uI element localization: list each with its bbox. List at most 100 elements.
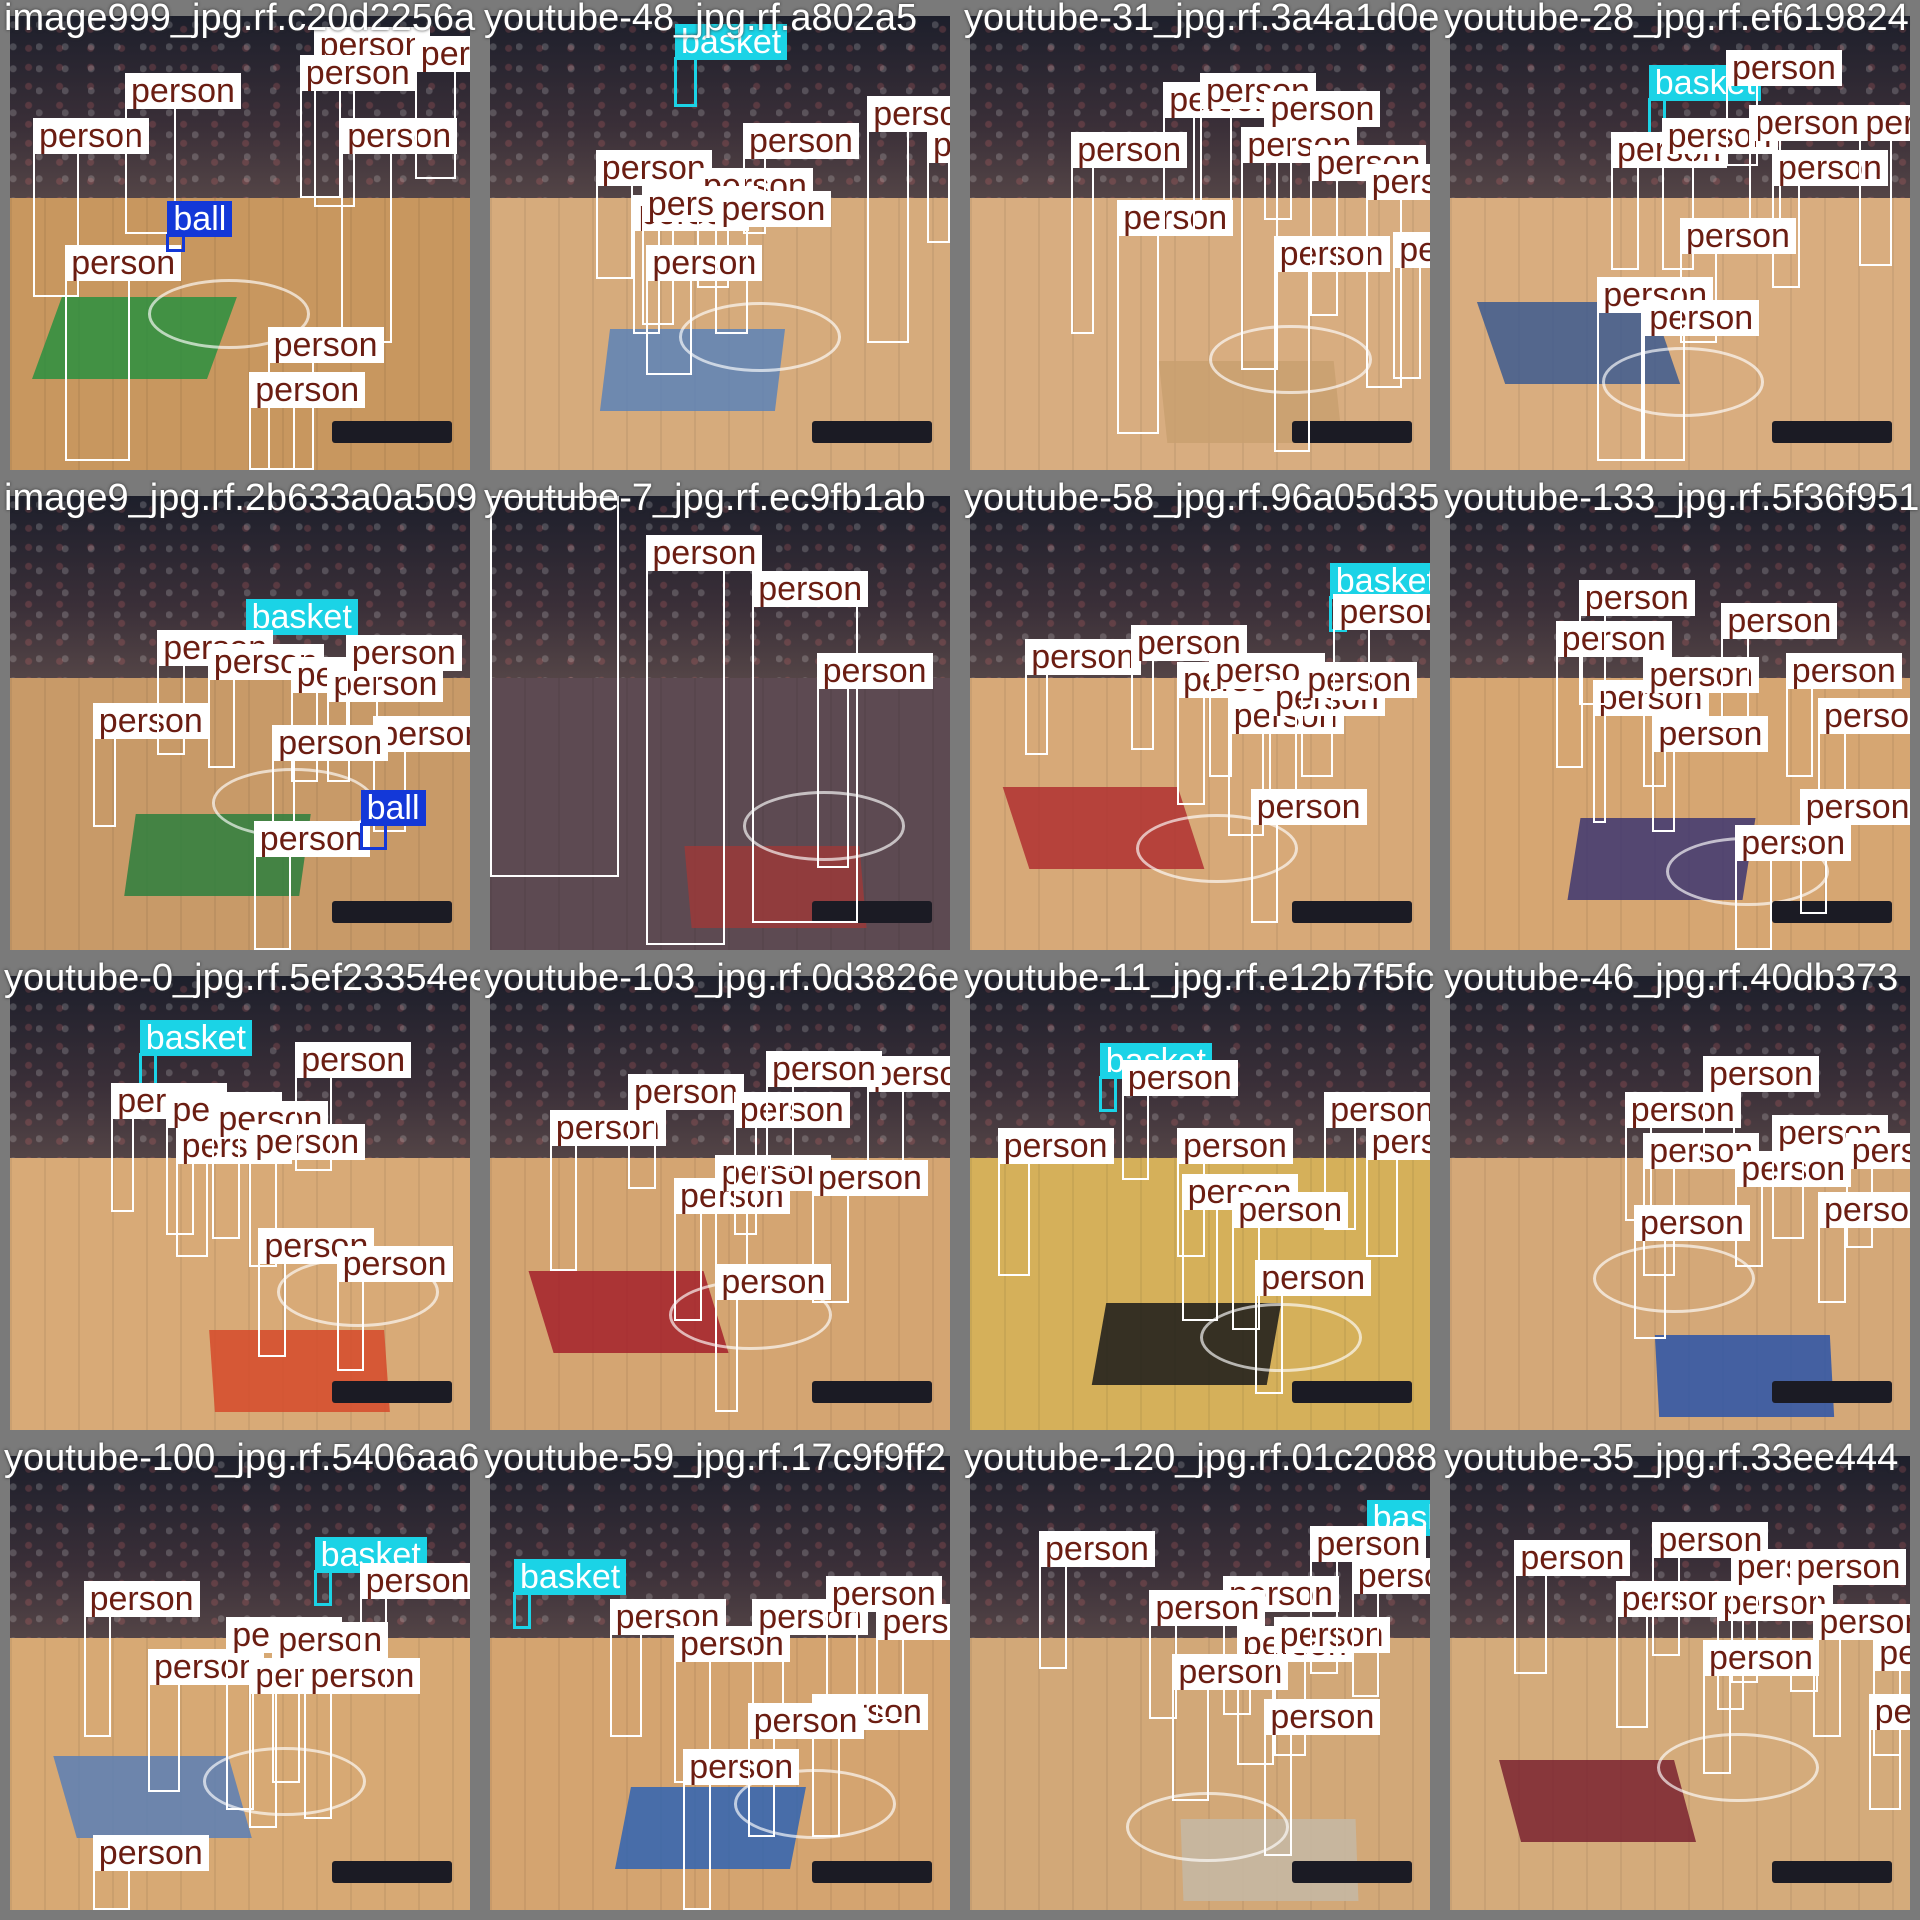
person-bounding-box: person (1250, 788, 1367, 923)
mosaic-tile: personpersonpersonpersonpersonpersonpers… (1440, 960, 1920, 1440)
person-bounding-box: person (876, 1603, 950, 1720)
mosaic-tile: basketpersonpersonpersonpersonpersonpers… (960, 960, 1440, 1440)
person-label: person (65, 245, 182, 282)
person-bounding-box: person (1615, 1580, 1732, 1729)
person-label: person (1241, 127, 1358, 164)
scoreboard-overlay (1292, 1860, 1412, 1883)
person-bounding-box: person (1592, 679, 1709, 823)
mosaic-tile: personpersonpersonpersonpersonpersonpers… (960, 0, 1440, 480)
person-bounding-box: person (1634, 1205, 1750, 1340)
person-bounding-box: person (304, 1658, 421, 1820)
person-bounding-box: person (1273, 1617, 1390, 1756)
person-bounding-box: person (258, 1228, 375, 1358)
person-label: person (1813, 1603, 1910, 1640)
image-filename: youtube-46_jpg.rf.40db373 (1444, 960, 1899, 999)
person-bounding-box: person (1818, 698, 1910, 823)
court-photo: personpersonpersonpersonpersonpersonpers… (970, 16, 1430, 470)
person-bounding-box: person (341, 118, 458, 343)
person-bounding-box: person (1310, 145, 1427, 316)
center-circle (1209, 324, 1372, 395)
person-label: person (272, 1621, 389, 1658)
person-label: person (1273, 236, 1390, 273)
image-filename: youtube-28_jpg.rf.ef619824 (1444, 0, 1909, 39)
person-bounding-box: person (267, 327, 384, 470)
person-bounding-box: person (1643, 299, 1760, 461)
person-bounding-box: person (867, 95, 950, 343)
person-bounding-box: person (1365, 1123, 1430, 1258)
mosaic-tile: basketpersonpersonpersonpersonpersonpers… (0, 480, 480, 960)
scoreboard-overlay (812, 420, 932, 443)
person-bounding-box: person (272, 725, 389, 828)
person-label: person (148, 1649, 264, 1685)
person-label: person (1785, 652, 1902, 689)
person-bounding-box: person (609, 1599, 726, 1738)
scoreboard-overlay (812, 1860, 932, 1883)
court-photo: basketpersonpersonpersonpersonpersonpers… (10, 496, 470, 950)
basket-bounding-box: basket (1647, 64, 1761, 144)
person-label: person (549, 1109, 666, 1146)
image-filename: youtube-100_jpg.rf.5406aa6 (4, 1440, 480, 1479)
person-label: person (1615, 1580, 1732, 1617)
person-label: person (1703, 1055, 1819, 1092)
person-label: person (249, 1123, 366, 1160)
person-label: person (825, 1576, 942, 1613)
center-circle (743, 791, 906, 861)
center-circle (678, 302, 841, 372)
person-label: person (1772, 149, 1888, 186)
person-label: person (1790, 1549, 1907, 1586)
scoreboard-overlay (332, 1380, 452, 1403)
person-bounding-box: person (253, 820, 370, 950)
person-bounding-box: person (125, 72, 241, 234)
person-label: person (1255, 1259, 1372, 1296)
person-label: person (1873, 1635, 1910, 1672)
person-bounding-box: person (1172, 1653, 1289, 1802)
person-bounding-box: person (733, 1091, 850, 1235)
person-label: person (1799, 788, 1910, 825)
image-filename: youtube-31_jpg.rf.3a4a1d0e (964, 0, 1440, 39)
scoreboard-overlay (332, 1860, 452, 1883)
person-bounding-box: person (1310, 1526, 1427, 1674)
basket-bounding-box: basket (138, 1020, 252, 1095)
person-label: person (1177, 1128, 1293, 1165)
person-bounding-box: person (683, 1748, 800, 1910)
person-bounding-box: person (157, 629, 274, 755)
mosaic-tile: personpersonpersonpersonyoutube-7_jpg.rf… (480, 480, 960, 960)
image-filename: youtube-58_jpg.rf.96a05d35 (964, 480, 1440, 519)
person-bounding-box: person (92, 1835, 209, 1910)
scoreboard-overlay (1292, 1380, 1412, 1403)
scoreboard-overlay (1772, 1860, 1892, 1883)
person-label: person (1121, 1060, 1238, 1097)
person-bounding-box: person (743, 122, 859, 234)
person-bounding-box: person (1177, 1128, 1293, 1258)
person-label: person (1703, 1639, 1819, 1676)
person-label: person (1250, 788, 1367, 825)
person-label: person (766, 1050, 882, 1087)
person-bounding-box: person (867, 1055, 950, 1167)
person-bounding-box: person (1071, 131, 1188, 334)
person-label: person (646, 534, 763, 571)
person-bounding-box: person (1264, 90, 1381, 221)
person-bounding-box: person (628, 1073, 744, 1190)
scoreboard-overlay (1292, 900, 1412, 923)
scoreboard-overlay (812, 900, 932, 923)
person-bounding-box: person (549, 1109, 666, 1272)
person-bounding-box: person (92, 702, 209, 828)
person-bounding-box: person (1859, 104, 1910, 266)
image-filename: youtube-120_jpg.rf.01c2088 (964, 1440, 1438, 1479)
image-filename: image999_jpg.rf.c20d2256a (4, 0, 476, 39)
person-label: person (92, 702, 209, 739)
person-bounding-box: person (715, 1264, 832, 1412)
person-label: person (752, 1599, 869, 1636)
person-bounding-box: person (65, 245, 182, 461)
person-bounding-box: person (1333, 593, 1430, 701)
person-label: person (299, 54, 416, 91)
person-bounding-box: person (1868, 1694, 1910, 1811)
person-label: person (1273, 1617, 1390, 1654)
